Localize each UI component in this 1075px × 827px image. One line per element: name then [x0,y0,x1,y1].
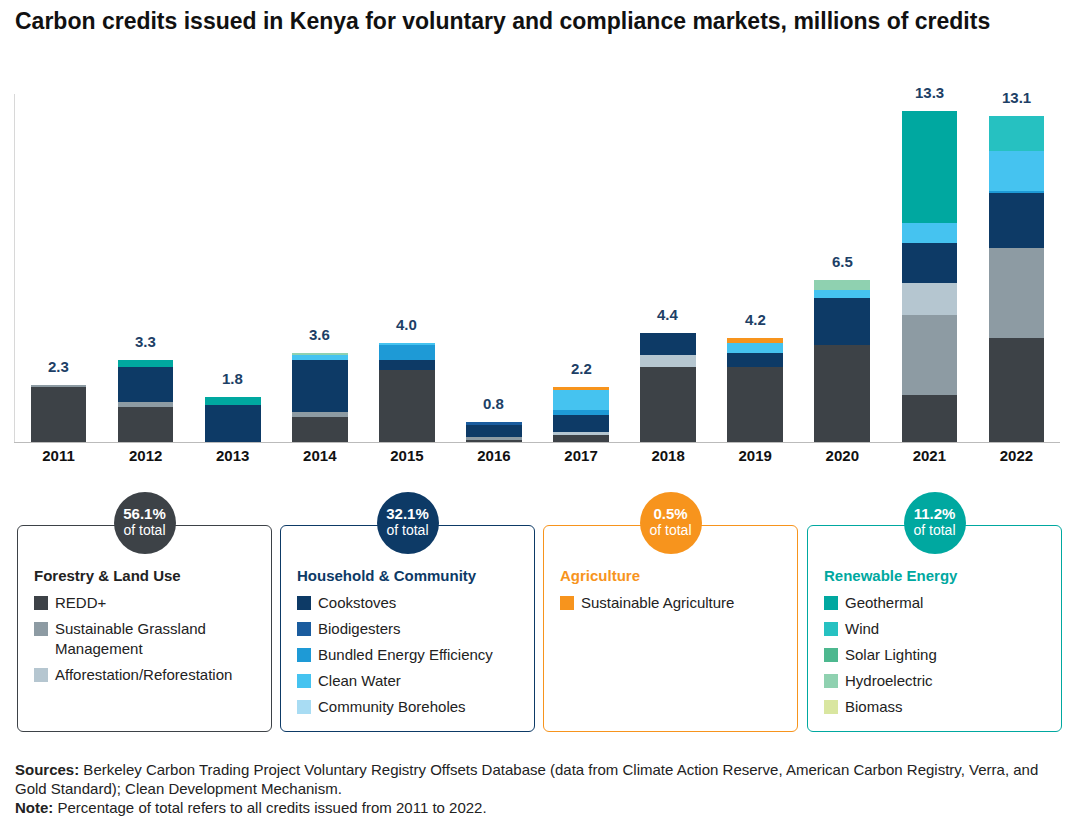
svg-text:1.8: 1.8 [222,370,243,387]
svg-text:2012: 2012 [129,447,162,464]
html-text:of total: of total [386,522,429,538]
html-text:REDD+: REDD+ [55,594,107,611]
html-text:of total: of total [649,522,692,538]
svg-text:3.3: 3.3 [135,333,156,350]
svg-text:2017: 2017 [564,447,597,464]
svg-text:2022: 2022 [1000,447,1033,464]
html-text:Hydroelectric: Hydroelectric [845,672,933,689]
svg-text:13.1: 13.1 [1002,89,1031,106]
svg-text:4.4: 4.4 [657,306,679,323]
html-text:Biodigesters: Biodigesters [318,620,401,637]
html-text:Forestry & Land Use: Forestry & Land Use [34,567,181,584]
html-text:Household & Community: Household & Community [297,567,477,584]
html-text:Sustainable Grassland Manageme: Sustainable Grassland Management [55,620,206,657]
html-text:32.1%: 32.1% [386,505,429,522]
html-text:Agriculture: Agriculture [560,567,640,584]
html-text:Carbon credits issued in Kenya: Carbon credits issued in Kenya for volun… [15,8,991,34]
html-text:Note: Percentage of total refe: Note: Percentage of total refers to all … [15,799,487,816]
html-text:Afforestation/Reforestation: Afforestation/Reforestation [55,666,233,683]
html-text:Geothermal: Geothermal [845,594,924,611]
html-text:Cookstoves: Cookstoves [318,594,397,611]
svg-text:2020: 2020 [826,447,859,464]
html-text:Biomass: Biomass [845,698,903,715]
svg-text:4.0: 4.0 [396,316,417,333]
html-text:Sources: Berkeley Carbon Tradi: Sources: Berkeley Carbon Trading Project… [15,761,1039,797]
svg-text:2019: 2019 [739,447,772,464]
html-text:56.1%: 56.1% [123,505,166,522]
svg-text:4.2: 4.2 [745,311,766,328]
svg-text:6.5: 6.5 [832,253,853,270]
svg-text:2018: 2018 [651,447,684,464]
html-text:Bundled Energy Efficiency: Bundled Energy Efficiency [318,646,493,663]
svg-text:2015: 2015 [390,447,423,464]
svg-text:2011: 2011 [42,447,75,464]
html-text:Clean Water: Clean Water [318,672,401,689]
html-text:Renewable Energy: Renewable Energy [824,567,958,584]
html-text:11.2%: 11.2% [913,505,956,522]
html-text:Sustainable Agriculture: Sustainable Agriculture [581,594,735,611]
svg-text:13.3: 13.3 [915,84,944,101]
svg-text:2013: 2013 [216,447,249,464]
svg-text:2014: 2014 [303,447,337,464]
html-text:of total: of total [123,522,166,538]
html-text:Community Boreholes: Community Boreholes [318,698,466,715]
svg-text:2.3: 2.3 [48,358,69,375]
svg-text:3.6: 3.6 [309,326,330,343]
html-text:Wind: Wind [845,620,880,637]
svg-text:0.8: 0.8 [483,395,504,412]
svg-text:2.2: 2.2 [571,360,592,377]
html-text:0.5%: 0.5% [653,505,688,522]
svg-text:2016: 2016 [477,447,510,464]
svg-text:2021: 2021 [913,447,946,464]
html-text:of total: of total [913,522,956,538]
html-text:Solar Lighting: Solar Lighting [845,646,937,663]
